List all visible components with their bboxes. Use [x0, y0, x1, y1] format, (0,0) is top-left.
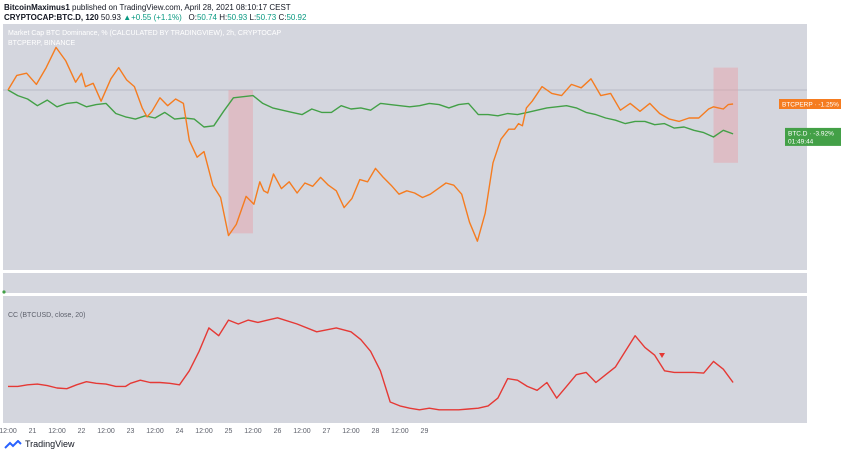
main-y-tick-label: -6.00% — [818, 155, 839, 162]
btcperp-value-badge — [779, 99, 841, 109]
x-tick-label: 26 — [274, 428, 282, 435]
x-tick-label: 22 — [78, 428, 86, 435]
main-y-tick-label: -8.00% — [818, 177, 839, 184]
main-y-tick-label: -14.00% — [815, 244, 839, 251]
publish-header: BitcoinMaximus1 published on TradingView… — [4, 3, 291, 12]
x-tick-label: 12:00 — [48, 428, 66, 435]
symbol-header: CRYPTOCAP:BTC.D, 120 50.93 ▲+0.55 (+1.1%… — [4, 13, 306, 22]
x-tick-label: 29 — [421, 428, 429, 435]
main-y-tick-label: 4.00% — [821, 43, 840, 50]
last-price: 50.93 — [100, 13, 121, 22]
cc-y-tick-label: 0.00 — [826, 361, 839, 368]
ohlc-close-key: C: — [278, 13, 287, 22]
ohlc-open-value: 50.74 — [196, 13, 217, 22]
main-y-tick-label: -10.00% — [815, 200, 839, 207]
ohlc-low-value: 50.73 — [256, 13, 277, 22]
tradingview-logo-icon — [4, 439, 22, 449]
x-tick-label: 12:00 — [342, 428, 360, 435]
x-tick-label: 12:00 — [0, 428, 17, 435]
symbol-name: CRYPTOCAP:BTC.D, 120 — [4, 13, 99, 22]
middle-y-tick-label: 50.00 — [823, 277, 840, 284]
btc-dominance-value-badge — [785, 127, 841, 146]
main-pane-subtitle: BTCPERP, BINANCE — [8, 40, 75, 47]
main-y-tick-label: -12.00% — [815, 222, 839, 229]
highlight-zone-0 — [228, 90, 253, 234]
brand-name: TradingView — [25, 439, 75, 449]
down-marker-icon — [659, 353, 665, 358]
x-tick-label: 12:00 — [293, 428, 311, 435]
cc-pane-background[interactable] — [3, 296, 807, 423]
x-tick-label: 12:00 — [97, 428, 115, 435]
x-tick-label: 23 — [127, 428, 135, 435]
x-tick-label: 25 — [225, 428, 233, 435]
author-name[interactable]: BitcoinMaximus1 — [4, 3, 70, 12]
main-y-tick-label: -2.00% — [818, 110, 839, 117]
middle-y-tick-label: 100.00 — [819, 288, 839, 295]
x-tick-label: 12:00 — [391, 428, 409, 435]
middle-pane-background[interactable] — [3, 273, 807, 293]
chart-area[interactable]: Market Cap BTC Dominance, % (CALCULATED … — [0, 24, 850, 439]
up-arrow-icon: ▲ — [123, 13, 132, 22]
x-tick-label: 12:00 — [146, 428, 164, 435]
btcperp-line — [7, 46, 734, 242]
x-tick-label: 27 — [323, 428, 331, 435]
pane-marker-dot — [2, 290, 6, 294]
countdown-label: 01:49:44 — [788, 138, 814, 145]
cc-y-tick-label: -0.50 — [824, 400, 839, 407]
x-tick-label: 24 — [176, 428, 184, 435]
price-change: +0.55 (+1.1%) — [131, 13, 182, 22]
brand-logo[interactable]: TradingView — [4, 439, 75, 449]
last-value-labels: BTCPERP · -1.25% BTC.D · -3.92%01:49:44 — [779, 99, 841, 146]
ohlc-high-key: H: — [219, 13, 228, 22]
x-tick-label: 28 — [372, 428, 380, 435]
ohlc-close-value: 50.92 — [286, 13, 307, 22]
cc-y-tick-label: 0.50 — [826, 322, 839, 329]
highlight-zone-1 — [713, 67, 739, 163]
main-pane-background[interactable] — [3, 24, 807, 270]
time-scale[interactable]: 12:00 21 12:00 22 12:00 23 12:00 24 12:00 25 12:00… — [0, 428, 428, 435]
ohlc-open-key: O: — [188, 13, 197, 22]
cc-pane-title: CC (BTCUSD, close, 20) — [8, 312, 85, 319]
price-scale[interactable]: 4.00%2.00%0.00%-2.00%-4.00%-6.00%-8.00%-… — [815, 43, 840, 407]
main-y-tick-label: 2.00% — [821, 65, 840, 72]
ohlc-high-value: 50.93 — [227, 13, 248, 22]
main-y-tick-label: 0.00% — [821, 88, 840, 95]
publish-info: published on TradingView.com, April 28, … — [72, 3, 291, 12]
x-tick-label: 12:00 — [244, 428, 262, 435]
btc-dominance-line — [7, 89, 734, 138]
btc-dominance-value-label: BTC.D · -3.92% — [788, 130, 834, 137]
x-tick-label: 12:00 — [195, 428, 213, 435]
cc-line — [8, 317, 734, 411]
btcperp-value-label: BTCPERP · -1.25% — [782, 102, 839, 109]
series-lines — [7, 46, 734, 411]
highlight-zones — [228, 67, 739, 234]
main-pane-title: Market Cap BTC Dominance, % (CALCULATED … — [8, 30, 282, 37]
x-tick-label: 21 — [29, 428, 37, 435]
ohlc-low-key: L: — [249, 13, 257, 22]
